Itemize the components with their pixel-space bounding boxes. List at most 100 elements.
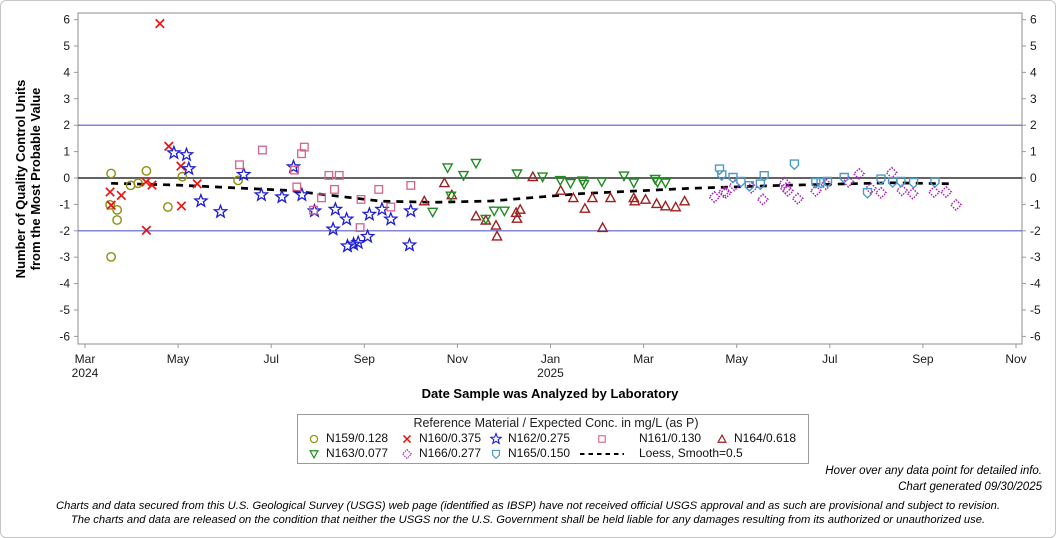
data-point-N166[interactable] xyxy=(809,184,822,198)
data-point-N163[interactable] xyxy=(511,169,523,180)
data-point-N161[interactable] xyxy=(334,170,344,180)
data-point-N164[interactable] xyxy=(678,194,691,206)
data-point-N162[interactable] xyxy=(166,144,182,160)
data-point-N165[interactable] xyxy=(736,176,746,188)
data-point-N163[interactable] xyxy=(457,170,470,182)
data-point-N166[interactable] xyxy=(717,185,730,199)
data-point-N162[interactable] xyxy=(294,186,310,202)
data-point-N162[interactable] xyxy=(339,237,356,253)
data-point-N165[interactable] xyxy=(714,164,725,176)
scatter-plot[interactable]: Number of Quality Control Units from the… xyxy=(1,1,1056,411)
data-point-N163[interactable] xyxy=(445,191,457,203)
data-point-N162[interactable] xyxy=(212,203,229,219)
data-point-N162[interactable] xyxy=(350,234,367,250)
data-point-N163[interactable] xyxy=(441,163,454,174)
data-point-N165[interactable] xyxy=(896,176,906,188)
data-point-N163[interactable] xyxy=(536,172,549,183)
data-point-N159[interactable] xyxy=(177,171,188,182)
data-point-N161[interactable] xyxy=(317,193,326,203)
data-point-N163[interactable] xyxy=(659,178,672,189)
data-point-N164[interactable] xyxy=(514,203,526,214)
data-point-N160[interactable] xyxy=(105,187,115,197)
data-point-N162[interactable] xyxy=(338,210,355,226)
data-point-N160[interactable] xyxy=(176,161,186,171)
data-point-N161[interactable] xyxy=(297,149,306,159)
data-point-N164[interactable] xyxy=(629,194,641,206)
data-point-N166[interactable] xyxy=(842,175,855,188)
data-point-N166[interactable] xyxy=(756,193,769,206)
data-point-N165[interactable] xyxy=(862,187,873,199)
data-point-N166[interactable] xyxy=(745,181,758,194)
data-point-N162[interactable] xyxy=(382,210,399,226)
data-point-N165[interactable] xyxy=(908,177,919,189)
data-point-N165[interactable] xyxy=(930,177,940,188)
data-point-N166[interactable] xyxy=(728,179,741,192)
data-point-N164[interactable] xyxy=(567,191,580,203)
data-point-N166[interactable] xyxy=(708,190,721,204)
data-point-N159[interactable] xyxy=(133,178,144,189)
data-point-N165[interactable] xyxy=(887,177,898,188)
data-point-N166[interactable] xyxy=(778,176,791,189)
data-point-N162[interactable] xyxy=(274,188,290,204)
data-point-N164[interactable] xyxy=(527,170,539,182)
data-point-N161[interactable] xyxy=(406,180,416,190)
data-point-N161[interactable] xyxy=(374,184,384,194)
data-point-N162[interactable] xyxy=(285,158,302,174)
data-point-N161[interactable] xyxy=(257,145,267,155)
data-point-N160[interactable] xyxy=(147,180,157,190)
data-point-N162[interactable] xyxy=(402,202,419,218)
data-point-N162[interactable] xyxy=(327,201,344,217)
data-point-N164[interactable] xyxy=(579,202,591,213)
data-point-N162[interactable] xyxy=(345,236,362,251)
data-point-N160[interactable] xyxy=(141,177,151,187)
data-point-N160[interactable] xyxy=(176,201,187,211)
data-point-N165[interactable] xyxy=(744,180,754,192)
data-point-N164[interactable] xyxy=(470,209,482,221)
data-point-N163[interactable] xyxy=(426,207,439,219)
data-point-N162[interactable] xyxy=(325,220,341,236)
data-point-N164[interactable] xyxy=(669,200,682,212)
data-point-N164[interactable] xyxy=(639,193,652,204)
data-point-N163[interactable] xyxy=(564,178,577,190)
data-point-N161[interactable] xyxy=(309,205,319,215)
data-point-N163[interactable] xyxy=(488,206,500,218)
data-point-N159[interactable] xyxy=(112,204,122,215)
data-point-N163[interactable] xyxy=(578,179,590,191)
data-point-N163[interactable] xyxy=(498,206,511,218)
data-point-N159[interactable] xyxy=(106,168,116,179)
data-point-N164[interactable] xyxy=(491,230,503,241)
data-point-N159[interactable] xyxy=(105,199,115,210)
data-point-N160[interactable] xyxy=(106,200,116,211)
data-point-N161[interactable] xyxy=(355,223,365,233)
data-point-N161[interactable] xyxy=(299,142,309,152)
data-point-N166[interactable] xyxy=(791,192,804,205)
data-point-N165[interactable] xyxy=(789,159,800,171)
data-point-N166[interactable] xyxy=(781,184,795,198)
data-point-N165[interactable] xyxy=(839,172,849,184)
data-point-N161[interactable] xyxy=(330,184,339,194)
data-point-N165[interactable] xyxy=(822,176,833,188)
data-point-N161[interactable] xyxy=(292,182,302,192)
data-point-N162[interactable] xyxy=(235,166,252,182)
data-point-N160[interactable] xyxy=(155,18,165,29)
data-point-N166[interactable] xyxy=(940,185,953,199)
data-point-N164[interactable] xyxy=(659,199,672,211)
data-point-N162[interactable] xyxy=(253,186,270,202)
data-point-N161[interactable] xyxy=(235,160,244,170)
data-point-N163[interactable] xyxy=(618,171,630,182)
data-point-N159[interactable] xyxy=(233,175,244,186)
data-point-N162[interactable] xyxy=(178,146,195,162)
data-point-N164[interactable] xyxy=(586,191,599,203)
data-point-N166[interactable] xyxy=(949,198,963,212)
data-point-N166[interactable] xyxy=(895,184,909,197)
data-point-N160[interactable] xyxy=(192,178,203,189)
data-point-N164[interactable] xyxy=(438,176,451,188)
data-point-N165[interactable] xyxy=(876,174,886,186)
data-point-N161[interactable] xyxy=(356,194,366,204)
data-point-N163[interactable] xyxy=(649,174,661,186)
data-point-N160[interactable] xyxy=(116,190,127,201)
data-point-N159[interactable] xyxy=(106,251,116,262)
data-point-N166[interactable] xyxy=(906,187,919,200)
data-point-N164[interactable] xyxy=(650,197,663,209)
data-point-N162[interactable] xyxy=(401,236,418,252)
